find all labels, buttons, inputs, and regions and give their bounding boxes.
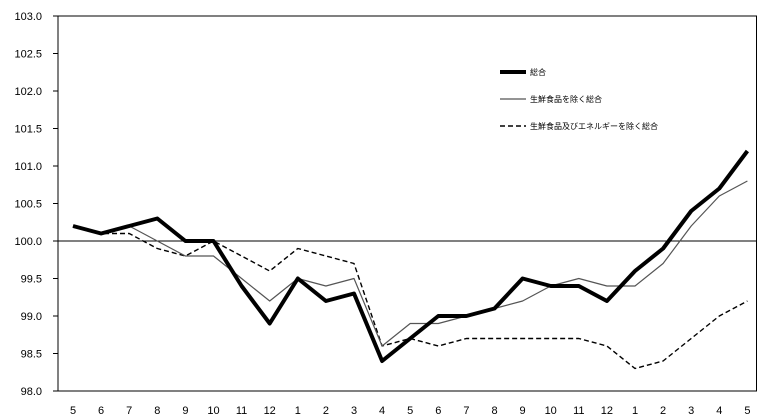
y-tick-label: 100.5	[14, 199, 42, 211]
x-tick-label: 11	[573, 405, 584, 417]
x-tick-label: 10	[545, 405, 557, 417]
x-tick-label: 10	[207, 405, 219, 417]
plot-frame	[57, 15, 757, 392]
y-tick-label: 100.0	[14, 236, 42, 248]
x-tick-label: 8	[491, 405, 497, 417]
x-tick-label: 2	[323, 405, 329, 417]
x-tick-label: 1	[295, 405, 301, 417]
y-tick-label: 103.0	[14, 11, 42, 23]
x-tick-label: 2	[660, 405, 666, 417]
x-tick-label: 5	[407, 405, 413, 417]
x-tick-label: 9	[182, 405, 188, 417]
x-tick-label: 12	[264, 405, 276, 417]
x-tick-label: 4	[379, 405, 385, 417]
x-tick-label: 6	[98, 405, 104, 417]
x-tick-label: 6	[435, 405, 441, 417]
x-tick-label: 4	[716, 405, 722, 417]
x-tick-label: 9	[520, 405, 526, 417]
y-tick-label: 101.5	[14, 124, 42, 136]
x-tick-label: 12	[601, 405, 613, 417]
x-tick-label: 3	[351, 405, 357, 417]
x-tick-label: 7	[463, 405, 469, 417]
y-tick-label: 102.5	[14, 49, 42, 61]
x-tick-label: 7	[126, 405, 132, 417]
x-tick-label: 11	[236, 405, 247, 417]
x-tick-label: 5	[744, 405, 750, 417]
y-tick-label: 98.0	[21, 386, 42, 398]
y-tick-label: 98.5	[21, 349, 42, 361]
series-lines	[72, 149, 750, 370]
x-tick-label: 8	[154, 405, 160, 417]
legend-label-2: 生鮮食品を除く総合	[530, 94, 602, 104]
legend-label-3: 生鮮食品及びエネルギーを除く総合	[530, 121, 658, 131]
y-tick-label: 99.0	[21, 311, 42, 323]
x-tick-label: 5	[70, 405, 76, 417]
x-tick-label: 1	[632, 405, 638, 417]
legend-label-1: 総合	[530, 67, 546, 77]
series-line-3	[72, 225, 748, 370]
series-line-2	[72, 180, 748, 347]
y-tick-label: 101.0	[14, 161, 42, 173]
y-tick-label: 102.0	[14, 86, 42, 98]
x-tick-label: 3	[688, 405, 694, 417]
y-tick-label: 99.5	[21, 274, 42, 286]
axes: 98.0 98.5 99.0 99.5 100.0 100.5 101.0 101.5 102.…	[14, 11, 757, 417]
series-line-1	[72, 149, 750, 363]
